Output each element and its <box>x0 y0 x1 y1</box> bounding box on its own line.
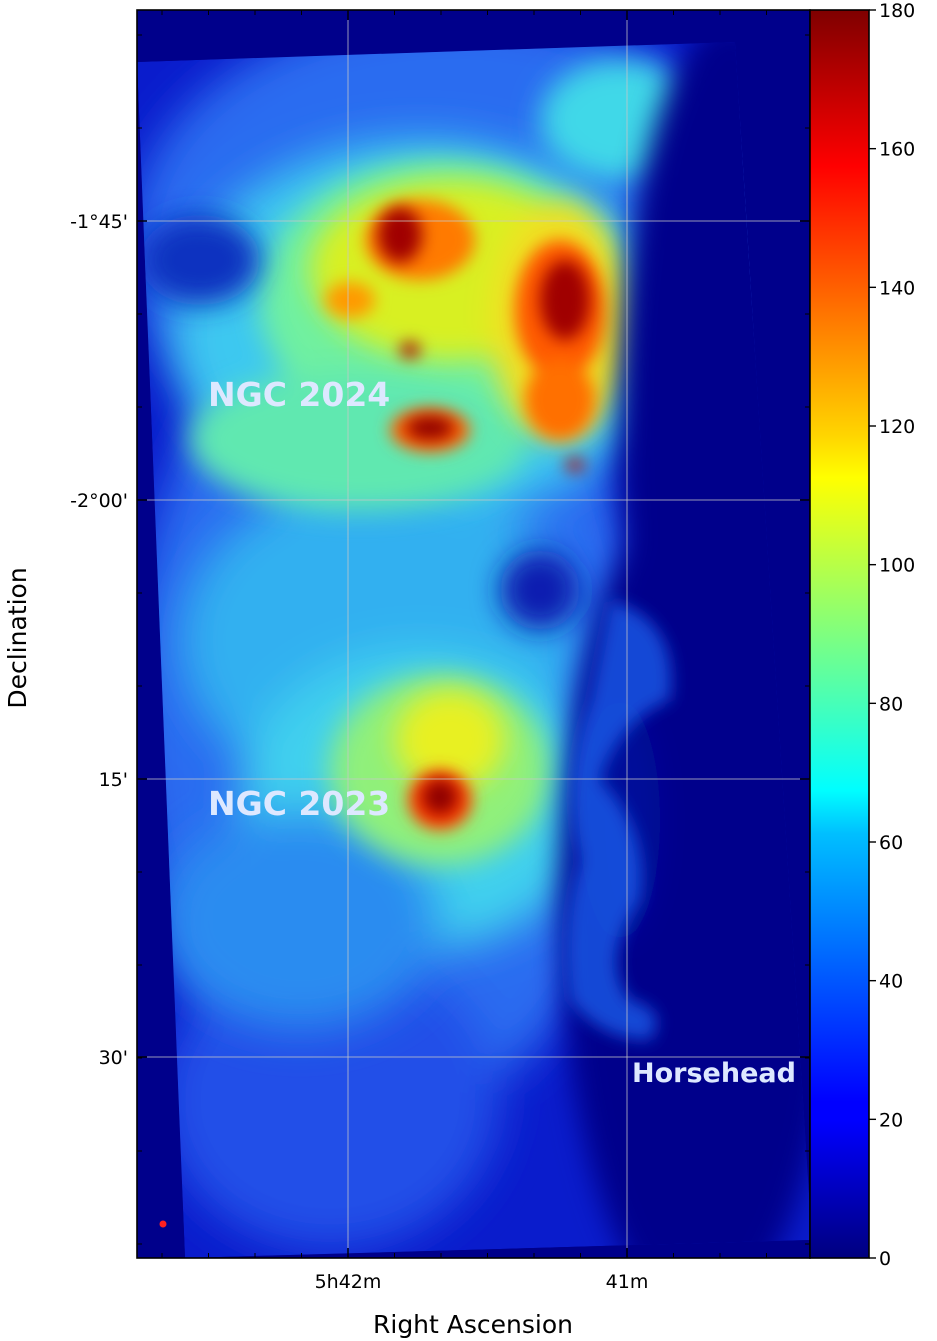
colorbar-gradient <box>809 9 870 1259</box>
y-tick-label: -1°45' <box>70 211 128 233</box>
colorbar: 0 20 40 60 80 100 120 140 160 180 <box>809 0 915 1270</box>
colorbar-tick-label: 80 <box>879 693 903 715</box>
colorbar-tick-label: 40 <box>879 971 903 993</box>
coordinate-grid: 5h42m 41m -1°45' -2°00' 15' 30' <box>70 10 810 1293</box>
annotation-ngc2023: NGC 2023 <box>208 784 390 823</box>
colorbar-tick-label: 100 <box>879 555 915 577</box>
colorbar-tick-label: 120 <box>879 416 915 438</box>
intensity-map <box>137 10 810 1258</box>
colorbar-ticks: 0 20 40 60 80 100 120 140 160 180 <box>869 0 915 1270</box>
colorbar-tick-label: 160 <box>879 139 915 161</box>
annotation-ngc2024: NGC 2024 <box>208 375 390 414</box>
y-tick-label: 15' <box>99 769 128 791</box>
beam-marker <box>159 1220 167 1228</box>
colorbar-tick-label: 60 <box>879 832 903 854</box>
colorbar-tick-label: 0 <box>879 1248 891 1270</box>
x-tick-label: 5h42m <box>315 1271 382 1293</box>
x-axis-title: Right Ascension <box>373 1310 573 1339</box>
y-tick-label: -2°00' <box>70 490 128 512</box>
y-tick-label: 30' <box>99 1047 128 1069</box>
x-tick-label: 41m <box>606 1271 649 1293</box>
colorbar-tick-label: 140 <box>879 277 915 299</box>
colorbar-tick-label: 20 <box>879 1109 903 1131</box>
y-axis-title: Declination <box>3 567 32 708</box>
annotation-horsehead: Horsehead <box>632 1058 796 1089</box>
colorbar-tick-label: 180 <box>879 0 915 22</box>
